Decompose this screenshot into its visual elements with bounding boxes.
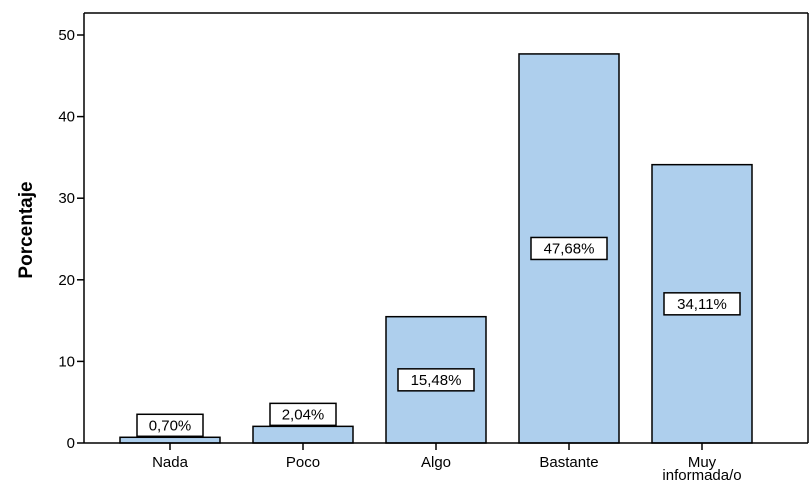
data-label: 0,70% — [136, 413, 204, 438]
data-label: 2,04% — [269, 402, 337, 427]
y-tick-label: 10 — [58, 353, 75, 370]
data-label: 15,48% — [397, 368, 475, 392]
data-label: 47,68% — [530, 236, 608, 261]
y-tick-label: 0 — [67, 435, 75, 452]
y-tick-label: 40 — [58, 109, 75, 126]
data-label-box — [269, 402, 337, 427]
y-tick-label: 30 — [58, 190, 75, 207]
x-tick-label: Bastante — [539, 454, 598, 471]
data-label-box — [136, 413, 204, 438]
data-label-box — [663, 292, 741, 316]
data-label-text: 47,68% — [544, 240, 595, 257]
x-tick-label: Nada — [152, 454, 189, 471]
x-tick-label: Algo — [421, 454, 451, 471]
data-label-text: 2,04% — [282, 406, 325, 423]
y-tick-label: 20 — [58, 272, 75, 289]
data-label: 34,11% — [663, 292, 741, 316]
bar-nada — [119, 436, 221, 444]
labels-layer: Nada 0,70% Poco 2,04% Algo 15,48% Bastante 47,6… — [136, 236, 742, 481]
data-label-text: 34,11% — [677, 296, 727, 313]
y-axis-title: Porcentaje — [16, 181, 37, 278]
data-label-box — [397, 368, 475, 392]
data-label-text: 15,48% — [411, 372, 462, 389]
x-tick-label: Poco — [286, 454, 320, 471]
y-tick-label: 50 — [58, 27, 75, 44]
data-label-text: 0,70% — [149, 417, 192, 434]
bar-poco — [252, 425, 354, 444]
data-label-box — [530, 236, 608, 261]
x-tick-label: Muy informada/o — [662, 454, 741, 481]
axes-layer: 0 10 20 30 40 50 — [58, 12, 809, 452]
